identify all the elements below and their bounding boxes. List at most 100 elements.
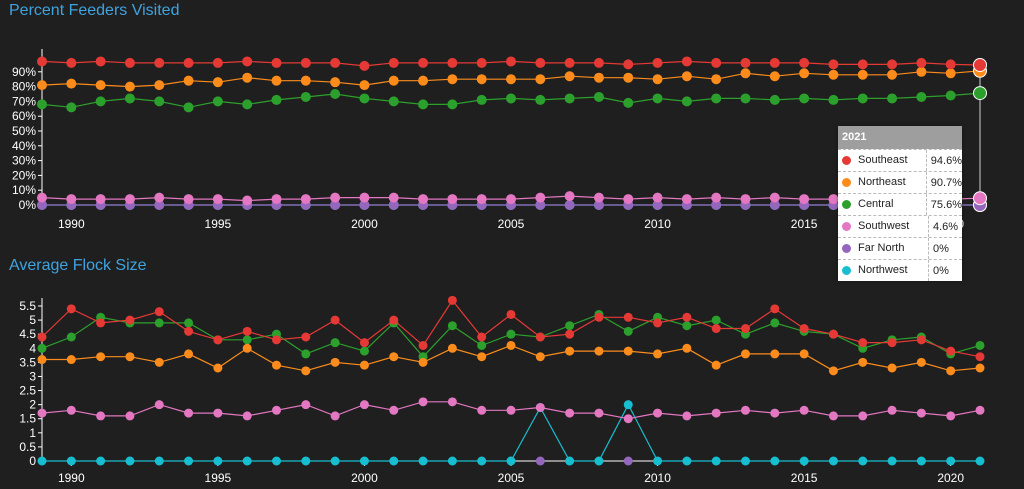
data-point-far-north [330,200,341,210]
data-point-southwest [769,192,780,203]
data-point-southeast [242,326,252,336]
data-point-northeast [37,355,47,365]
data-point-northeast [96,352,106,362]
y-tick-label: 4 [29,341,36,355]
data-point-northeast [653,349,663,359]
data-point-northeast [857,69,868,80]
data-point-northwest [799,456,809,466]
data-point-northeast [95,80,106,91]
chart-title-flock: Average Flock Size [9,257,147,274]
x-tick-label: 2000 [351,471,378,485]
data-point-northeast [272,360,281,370]
data-point-central [506,329,516,339]
data-point-southeast [564,57,575,68]
tooltip-row: Northeast 90.7% [838,171,962,193]
data-point-southwest [154,400,164,410]
data-point-northeast [418,357,428,367]
data-point-northeast [506,340,516,350]
data-point-northeast [887,363,897,373]
data-point-southeast [799,57,810,68]
data-point-central [447,321,457,331]
data-point-southeast [389,315,399,325]
data-point-southwest [535,402,545,412]
data-point-northeast [916,357,926,367]
data-point-southwest [447,397,457,407]
data-point-southeast [418,340,428,350]
data-point-central [506,93,516,104]
data-point-southeast [945,59,956,70]
data-point-southeast [272,335,281,345]
data-point-southwest [154,192,165,203]
chart-title-feeders: Percent Feeders Visited [9,2,180,19]
data-point-northeast [946,366,956,376]
data-point-northwest [946,456,956,466]
y-tick-label: 2.5 [19,384,36,398]
data-point-central [975,340,985,350]
data-point-southeast [916,57,927,68]
data-point-northwest [242,456,252,466]
data-point-far-north [359,200,370,210]
data-point-southwest [741,405,750,415]
data-point-southeast [975,352,985,362]
data-point-northwest [125,456,135,466]
data-point-central [359,93,370,104]
tooltip-series-value: 0% [933,242,949,255]
tooltip-series-name: Far North [858,238,929,259]
data-point-central [740,93,751,104]
x-tick-label: 1995 [205,217,232,231]
data-point-southwest [418,397,428,407]
data-point-northeast [154,80,165,91]
data-point-northwest [330,456,340,466]
data-point-southwest [593,192,604,203]
x-tick-label: 1990 [58,217,85,231]
data-point-southwest [330,411,340,421]
data-point-central [887,93,898,104]
tooltip-series-value: 90.7% [930,176,962,189]
data-point-southwest [652,192,663,203]
data-point-central [330,89,341,99]
data-point-southeast [973,57,987,72]
data-point-central [711,93,722,104]
y-tick-label: 50% [12,124,36,138]
data-point-northwest [623,400,633,410]
data-point-southeast [946,346,956,356]
data-point-central [916,91,927,102]
data-point-northeast [828,366,838,376]
tooltip-swatch [842,178,851,187]
tooltip-series-name: Southwest [858,216,929,237]
data-point-southwest [828,194,839,205]
data-point-northwest [916,456,926,466]
y-tick-label: 30% [12,154,36,168]
data-point-northeast [740,68,751,79]
data-point-central [564,93,575,104]
data-point-far-north [593,200,604,210]
tooltip-row: Far North 0% [838,237,962,259]
data-point-southwest [916,408,926,418]
data-point-southwest [828,411,838,421]
y-tick-label: 1.5 [19,412,36,426]
data-point-central [359,346,369,356]
data-point-northwest [184,456,194,466]
data-point-central [66,332,76,342]
data-point-northwest [389,456,399,466]
data-point-southwest [300,194,311,205]
x-tick-label: 1995 [205,471,232,485]
tooltip: 2021 Southeast 94.6% Northeast 90.7% Central… [838,126,962,281]
data-point-southwest [476,194,487,205]
data-point-southwest [975,405,985,415]
data-point-northeast [477,352,487,362]
data-point-southeast [418,57,429,68]
data-point-northeast [271,75,282,86]
data-point-central [300,91,311,102]
data-point-northwest [418,456,428,466]
tooltip-swatch [842,222,851,231]
y-tick-label: 1 [29,426,36,440]
data-point-southwest [242,411,252,421]
data-point-northeast [565,346,575,356]
data-point-southeast [213,335,223,345]
data-point-northeast [124,81,135,92]
data-point-northeast [652,74,663,85]
data-point-southeast [682,312,692,322]
data-point-southwest [594,408,604,418]
